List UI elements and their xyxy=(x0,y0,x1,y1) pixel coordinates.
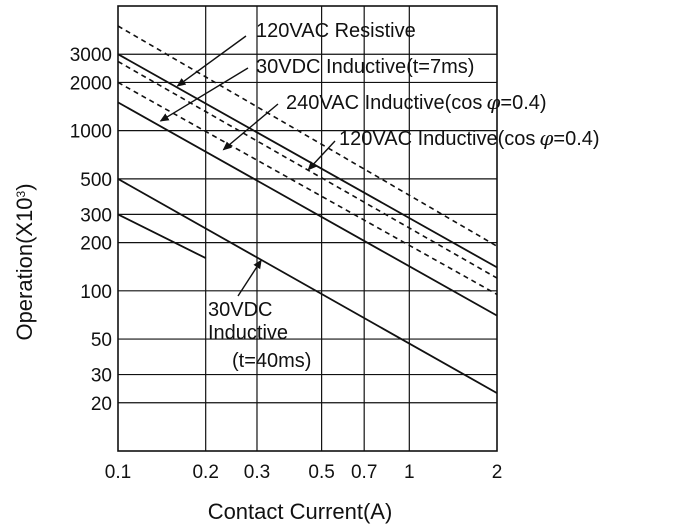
series-line-2 xyxy=(117,53,498,269)
plot-frame xyxy=(117,5,498,452)
annotation-label-part: φ xyxy=(539,126,553,150)
annotation-arrow xyxy=(222,103,279,151)
annotation-label-part: 240VAC Inductive(cos xyxy=(286,92,482,114)
y-tick-label: 3000 xyxy=(70,45,112,66)
y-axis-label: Operation(X103) xyxy=(12,183,37,340)
annotation-label: 120VAC Resistive xyxy=(256,20,416,42)
y-axis-label-close: ) xyxy=(12,183,37,190)
annotation-label: 240VAC Inductive(cos φ=0.4) xyxy=(286,90,547,114)
annotation-arrow xyxy=(176,35,247,87)
series-line-1 xyxy=(117,25,498,247)
annotation-label: Inductive xyxy=(208,322,288,344)
series-line-7 xyxy=(117,213,207,259)
annotation-label-part: 120VAC Inductive(cos xyxy=(339,128,535,150)
annotation-label: 30VDC xyxy=(208,299,272,321)
x-axis-label: Contact Current(A) xyxy=(208,499,393,524)
x-tick-label: 1 xyxy=(404,462,415,483)
annotation-label-part: =0.4) xyxy=(553,128,599,150)
annotation-label-part: =0.4) xyxy=(500,92,546,114)
y-tick-label: 20 xyxy=(91,394,112,415)
annotation-label: 120VAC Inductive(cos φ=0.4) xyxy=(339,126,600,150)
y-tick-label: 200 xyxy=(80,234,112,255)
annotations: 120VAC Resistive 30VDC Inductive(t=7ms) 24… xyxy=(159,20,600,372)
y-tick-label: 30 xyxy=(91,366,112,387)
annotation-arrow xyxy=(307,140,336,171)
series-line-5 xyxy=(117,101,498,317)
y-tick-label: 1000 xyxy=(70,122,112,143)
y-axis-label-text: Operation(X10 xyxy=(12,197,37,340)
series-line-6 xyxy=(117,178,498,394)
x-tick-label: 0.3 xyxy=(244,462,270,483)
x-tick-label: 0.5 xyxy=(308,462,334,483)
x-tick-labels: 0.1 0.2 0.3 0.5 0.7 1 2 xyxy=(105,462,503,483)
x-tick-label: 2 xyxy=(492,462,503,483)
y-tick-label: 300 xyxy=(80,205,112,226)
x-tick-label: 0.7 xyxy=(351,462,377,483)
x-tick-label: 0.1 xyxy=(105,462,131,483)
annotation-arrow xyxy=(159,67,249,122)
x-tick-label: 0.2 xyxy=(192,462,218,483)
y-tick-label: 50 xyxy=(91,330,112,351)
series-line-3 xyxy=(117,81,498,296)
y-tick-label: 100 xyxy=(80,282,112,303)
series-lines xyxy=(117,25,498,394)
y-tick-label: 2000 xyxy=(70,73,112,94)
annotation-label: 30VDC Inductive(t=7ms) xyxy=(256,56,474,78)
y-axis-label-exponent: 3 xyxy=(14,190,28,197)
annotation-label-part: φ xyxy=(486,90,500,114)
annotation-label: (t=40ms) xyxy=(232,350,311,372)
y-tick-label: 500 xyxy=(80,170,112,191)
y-tick-labels: 20 30 50 100 200 300 500 1000 2000 3000 xyxy=(70,45,112,415)
series-line-4 xyxy=(117,60,498,279)
annotation-arrow xyxy=(237,259,262,297)
